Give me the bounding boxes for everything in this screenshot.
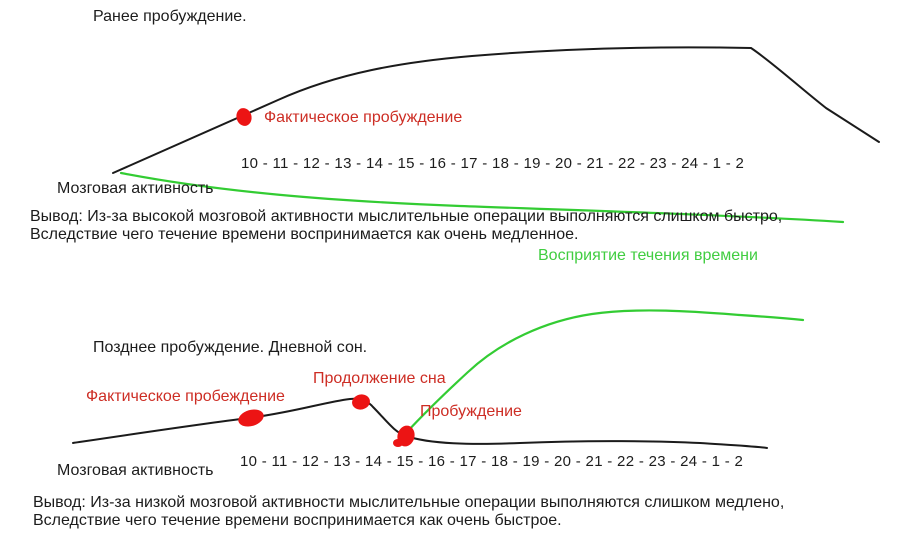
top-timeline-labels: 10 - 11 - 12 - 13 - 14 - 15 - 16 - 17 - … bbox=[241, 155, 745, 172]
bottom-panel-title: Позднее пробуждение. Дневной сон. bbox=[93, 339, 368, 356]
top-time-perception-curve bbox=[119, 171, 845, 224]
awakening-label: Пробуждение bbox=[420, 403, 522, 420]
bottom-actual-awakening-label: Фактическое пробеждение bbox=[86, 388, 285, 405]
top-actual-awakening-marker-dot bbox=[236, 108, 252, 126]
bottom-time-perception-curve bbox=[404, 309, 805, 435]
top-actual-awakening-label: Фактическое пробуждение bbox=[264, 109, 463, 126]
bottom-conclusion: Вывод: Из-за низкой мозговой активности … bbox=[33, 494, 784, 530]
sleep-continuation-marker-dot bbox=[352, 394, 370, 410]
bottom-timeline-labels: 10 - 11 - 12 - 13 - 14 - 15 - 16 - 17 - … bbox=[240, 453, 744, 470]
top-conclusion: Вывод: Из-за высокой мозговой активности… bbox=[30, 208, 782, 244]
top-panel-title: Ранее пробуждение. bbox=[93, 8, 247, 25]
top-brain-activity-label: Мозговая активность bbox=[57, 180, 214, 197]
bottom-actual-awakening-marker-blob bbox=[238, 409, 264, 427]
bottom-conclusion-line2: Вследствие чего течение времени восприни… bbox=[33, 512, 562, 529]
bottom-brain-activity-label: Мозговая активность bbox=[57, 462, 214, 479]
sleep-continuation-label: Продолжение сна bbox=[313, 370, 446, 387]
top-brain-activity-curve bbox=[112, 46, 880, 174]
awakening-marker-blob-tail bbox=[393, 439, 403, 447]
time-perception-legend-label: Восприятие течения времени bbox=[538, 247, 758, 264]
top-conclusion-line1: Вывод: Из-за высокой мозговой активности… bbox=[30, 208, 783, 225]
top-conclusion-line2: Вследствие чего течение времени восприни… bbox=[30, 226, 579, 243]
bottom-conclusion-line1: Вывод: Из-за низкой мозговой активности … bbox=[33, 494, 785, 511]
